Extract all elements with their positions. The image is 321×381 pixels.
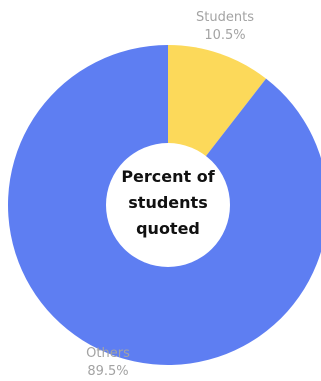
students-value-label: 10.5% <box>204 28 245 43</box>
center-label-line-2: students <box>128 193 207 212</box>
others-value-label: 89.5% <box>87 364 128 379</box>
students-label: Students <box>196 10 254 25</box>
others-label: Others <box>86 346 130 361</box>
center-label-line-1: Percent of <box>121 167 215 186</box>
center-label-line-3: quoted <box>136 219 200 238</box>
donut-hole <box>106 143 230 267</box>
